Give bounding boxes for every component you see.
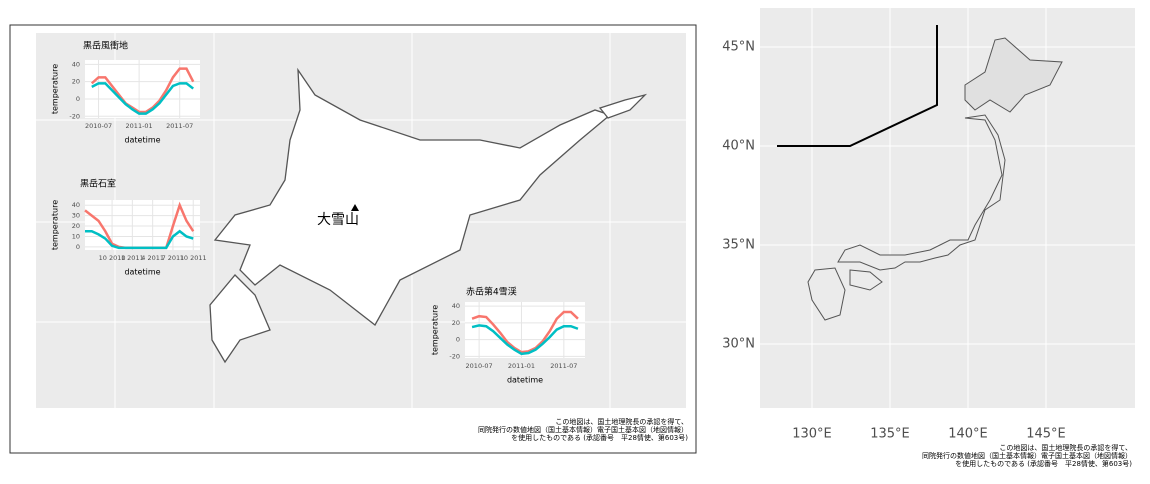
y-tick-label: -20 [69, 112, 80, 120]
x-axis-label: datetime [507, 376, 543, 385]
y-tick-label: 0 [76, 243, 80, 251]
y-tick-label: 20 [452, 319, 460, 327]
attribution: を使用したものである (承認番号 平28情使、第603号) [955, 459, 1132, 468]
x-tick-label: 2010-07 [85, 122, 112, 130]
y-tick-label: 40 [72, 201, 80, 209]
attribution: 同院発行の数値地図（国土基本情報）電子国土基本図（地図情報） [922, 451, 1132, 460]
lat-tick-label: 30°N [722, 337, 755, 352]
peak-marker [351, 204, 359, 211]
series-line [90, 67, 195, 114]
hokkaido [209, 67, 648, 364]
attribution: この地図は、国土地理院長の承認を得て、 [555, 417, 688, 426]
attribution: 同院発行の数値地図（国土基本情報）電子国土基本図（地図情報） [478, 425, 688, 434]
series-line [471, 310, 579, 354]
y-tick-label: 0 [456, 336, 460, 344]
attribution: を使用したものである (承認番号 平28情使、第603号) [511, 433, 688, 442]
series-line [471, 324, 579, 356]
y-tick-label: 40 [452, 302, 460, 310]
y-tick-label: 0 [76, 95, 80, 103]
lat-tick-label: 45°N [722, 40, 755, 55]
y-axis-label: temperature [431, 305, 440, 355]
x-tick-label: 10 2011 [180, 254, 207, 262]
inset-title: 黒岳石室 [80, 178, 116, 190]
y-tick-label: 20 [72, 78, 80, 86]
y-tick-label: 40 [72, 60, 80, 68]
y-tick-label: 30 [72, 212, 80, 220]
x-tick-label: 7 2011 [162, 254, 185, 262]
series-line [85, 229, 194, 250]
boundary-line [777, 25, 938, 147]
x-tick-label: 2011-07 [550, 362, 577, 370]
y-axis-label: temperature [51, 200, 60, 250]
lon-tick-label: 135°E [870, 427, 910, 442]
attribution: この地図は、国土地理院長の承認を得て、 [999, 443, 1132, 452]
lon-tick-label: 145°E [1026, 427, 1066, 442]
series-line [91, 82, 194, 115]
japan [807, 37, 1063, 321]
peak-label: 大雪山 [317, 212, 359, 228]
x-axis-label: datetime [124, 136, 160, 145]
y-tick-label: 20 [72, 222, 80, 230]
x-tick-label: 2011-01 [126, 122, 153, 130]
x-tick-label: 2010-07 [466, 362, 493, 370]
y-tick-label: -20 [449, 352, 460, 360]
x-tick-label: 2011-01 [508, 362, 535, 370]
lat-tick-label: 40°N [722, 139, 755, 154]
x-axis-label: datetime [124, 268, 160, 277]
lat-tick-label: 35°N [722, 238, 755, 253]
x-tick-label: 4 2011 [141, 254, 164, 262]
inset-panel [465, 302, 585, 358]
inset-title: 黒岳風衝地 [83, 40, 128, 52]
lon-tick-label: 140°E [948, 427, 988, 442]
x-tick-label: 2011-07 [166, 122, 193, 130]
right-panel [760, 8, 1135, 408]
y-axis-label: temperature [51, 64, 60, 114]
x-tick-label: 10 2010 [99, 254, 126, 262]
inset-title: 赤岳第4雪渓 [466, 286, 517, 298]
x-tick-label: 1 2011 [121, 254, 144, 262]
y-tick-label: 10 [72, 232, 80, 240]
lon-tick-label: 130°E [792, 427, 832, 442]
